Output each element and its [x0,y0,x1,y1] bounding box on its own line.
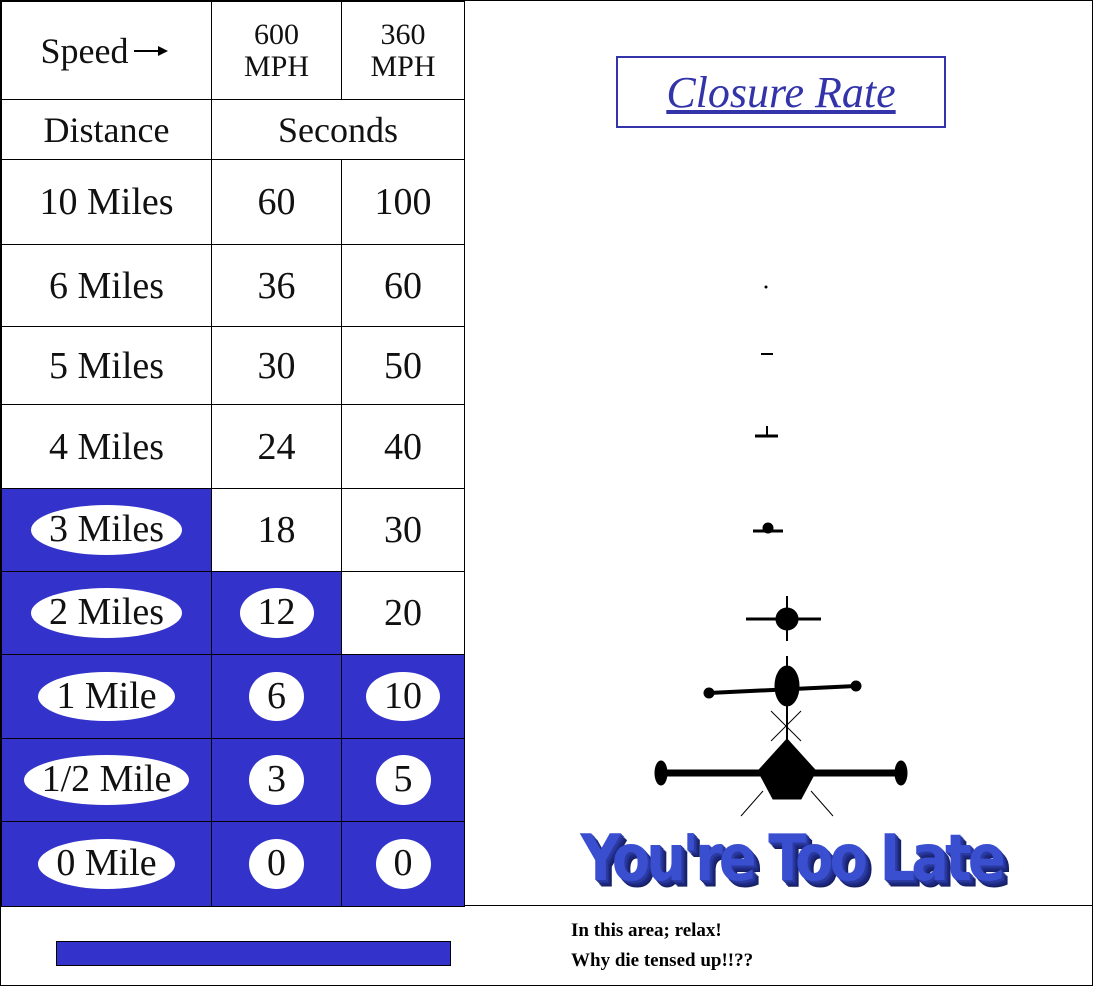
header-cell: Seconds [211,99,465,160]
table-cell: 20 [341,571,465,655]
seconds-label: Seconds [278,109,398,151]
page: Closure Rate You're Too Late In this are… [0,0,1093,986]
seconds: 30 [384,508,422,552]
table-cell: 60 [211,159,342,245]
speed: 360 MPH [368,19,438,82]
table-cell: 0 [341,821,465,907]
table-cell: 4 Miles [1,404,212,489]
distance: 5 Miles [49,344,164,388]
table-cell: 3 Miles [1,488,212,572]
table-cell: 5 [341,738,465,822]
seconds: 3 [249,755,304,805]
table-cell: 50 [341,326,465,405]
speed-label: Speed [41,30,129,72]
table-cell: 18 [211,488,342,572]
seconds: 40 [384,425,422,469]
aircraft-sequence [641,271,941,831]
title-box: Closure Rate [616,56,946,128]
table-cell: 1/2 Mile [1,738,212,822]
arrow [128,41,172,61]
table-cell: 10 Miles [1,159,212,245]
table-cell: 2 Miles [1,571,212,655]
distance: 4 Miles [49,425,164,469]
seconds: 60 [258,180,296,224]
table-cell: 6 Miles [1,244,212,327]
seconds: 36 [258,264,296,308]
header-cell: 600 MPH [211,1,342,100]
table-cell: 36 [211,244,342,327]
title: Closure Rate [666,67,895,118]
distance: 2 Miles [31,588,182,638]
seconds: 12 [240,588,314,638]
table-cell: 40 [341,404,465,489]
table-cell: 100 [341,159,465,245]
table-cell: 10 [341,654,465,739]
seconds: 24 [258,425,296,469]
seconds: 20 [384,591,422,635]
note-line: In this area; relax! [571,916,753,946]
speed: 600 MPH [242,19,312,82]
blue-bar [56,941,451,966]
seconds: 60 [384,264,422,308]
seconds: 50 [384,344,422,388]
table-cell: 30 [341,488,465,572]
seconds: 100 [375,180,432,224]
seconds: 6 [249,672,304,722]
distance: 10 Miles [39,180,173,224]
banner: You're Too Late [561,821,1021,896]
table-cell: 0 [211,821,342,907]
distance: 3 Miles [31,505,182,555]
table-cell: 12 [211,571,342,655]
table-cell: 6 [211,654,342,739]
distance: 1 Mile [38,672,174,722]
table-cell: 3 [211,738,342,822]
distance-label: Distance [44,109,170,151]
header-cell: Speed [1,1,212,100]
seconds: 30 [258,344,296,388]
table-cell: 60 [341,244,465,327]
table-cell: 1 Mile [1,654,212,739]
table-cell: 24 [211,404,342,489]
note-line: Why die tensed up!!?? [571,946,753,976]
header-cell: 360 MPH [341,1,465,100]
header-cell: Distance [1,99,212,160]
distance: 6 Miles [49,264,164,308]
distance: 1/2 Mile [24,755,190,805]
seconds: 0 [376,839,431,889]
seconds: 10 [366,672,440,722]
seconds: 5 [376,755,431,805]
seconds: 0 [249,839,304,889]
table-cell: 0 Mile [1,821,212,907]
seconds: 18 [258,508,296,552]
table-cell: 30 [211,326,342,405]
distance: 0 Mile [38,839,174,889]
table-cell: 5 Miles [1,326,212,405]
note: In this area; relax! Why die tensed up!!… [571,916,753,976]
